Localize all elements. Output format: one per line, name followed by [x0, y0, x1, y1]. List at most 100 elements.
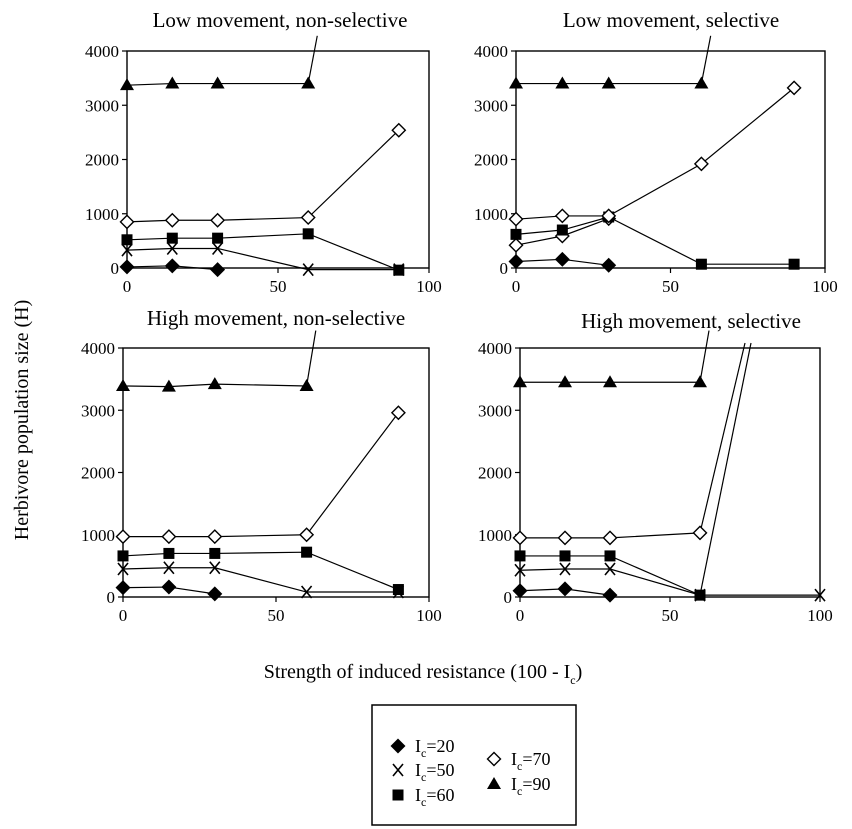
y-tick-label: 3000 — [81, 401, 115, 420]
legend-marker — [390, 738, 406, 754]
series-line-offscale — [306, 330, 317, 387]
data-point — [115, 580, 131, 596]
data-point — [207, 377, 222, 390]
y-tick-label: 4000 — [81, 339, 115, 358]
data-point — [558, 375, 572, 388]
data-point — [693, 375, 707, 388]
legend-item-ic70: Ic=70 — [486, 749, 550, 773]
x-tick-label: 100 — [416, 606, 442, 625]
legend-label-value: =70 — [522, 749, 550, 769]
data-point — [814, 588, 826, 602]
legend-label-value: =60 — [426, 785, 454, 805]
y-tick-label: 0 — [107, 588, 116, 607]
data-point — [165, 76, 180, 89]
x-tick-label: 50 — [662, 606, 679, 625]
data-point — [164, 258, 180, 274]
y-tick-label: 0 — [504, 588, 513, 607]
panels: Low movement, non-selective0100020003000… — [81, 8, 838, 625]
data-point — [692, 525, 708, 541]
legend-label-sub: c — [421, 795, 426, 809]
data-point — [601, 208, 617, 224]
x-axis-label-end: ) — [576, 661, 583, 683]
x-axis-label-sub: c — [570, 673, 575, 687]
series-ic50 — [117, 561, 405, 599]
legend-box — [371, 704, 577, 826]
series-line-offscale — [699, 342, 746, 534]
data-point — [210, 262, 226, 278]
data-point — [209, 561, 221, 575]
data-point — [786, 80, 802, 96]
x-tick-label: 50 — [662, 277, 679, 296]
data-point — [302, 228, 314, 240]
x-tick-label: 50 — [270, 277, 287, 296]
data-point — [508, 211, 524, 227]
data-point — [299, 527, 315, 543]
series-ic90 — [116, 330, 317, 392]
series-ic70 — [512, 342, 746, 546]
series-line-offscale — [307, 35, 318, 84]
panel-title: High movement, selective — [581, 309, 801, 333]
data-point — [601, 257, 617, 273]
data-point — [512, 583, 528, 599]
data-point — [117, 562, 129, 576]
series-ic60 — [117, 546, 404, 596]
data-point — [119, 214, 135, 230]
data-point — [694, 76, 709, 89]
data-point — [210, 76, 225, 89]
x-axis-label: Strength of induced resistance (100 - Ic… — [264, 661, 583, 687]
data-point — [212, 232, 224, 244]
data-point — [116, 378, 130, 391]
data-point — [300, 585, 313, 599]
y-tick-label: 2000 — [474, 151, 508, 170]
legend-item-ic90: Ic=90 — [487, 774, 550, 798]
data-point — [211, 241, 224, 255]
series-line — [126, 129, 400, 223]
series-line — [122, 383, 307, 388]
legend-label: Ic=20 — [415, 736, 454, 760]
data-point — [115, 529, 131, 545]
legend-marker — [392, 763, 404, 777]
x-axis-label-main: Strength of induced resistance (100 - I — [264, 661, 571, 683]
series-ic60 — [121, 228, 405, 276]
data-point — [301, 76, 316, 89]
legend-item-ic50: Ic=50 — [392, 760, 454, 784]
series-ic20 — [119, 258, 226, 278]
panel-2: Low movement, selective01000200030004000… — [474, 8, 838, 296]
y-tick-label: 4000 — [478, 339, 512, 358]
y-tick-label: 2000 — [85, 151, 119, 170]
series-ic20 — [512, 581, 618, 603]
legend-label-base: I — [511, 774, 517, 794]
data-point — [207, 586, 223, 602]
data-point — [556, 224, 568, 236]
y-tick-label: 3000 — [474, 96, 508, 115]
series-line — [126, 82, 309, 86]
legend-marker — [487, 777, 501, 789]
legend-label: Ic=90 — [511, 774, 550, 798]
legend-label-base: I — [415, 760, 421, 780]
x-tick-label: 0 — [512, 277, 521, 296]
y-axis-label: Herbivore population size (H) — [11, 300, 33, 540]
data-point — [161, 529, 177, 545]
y-tick-label: 1000 — [81, 526, 115, 545]
series-line-offscale — [699, 330, 710, 383]
data-point — [392, 584, 404, 596]
data-point — [554, 251, 570, 267]
legend-label-value: =50 — [426, 760, 454, 780]
data-point — [557, 581, 573, 597]
data-point — [514, 563, 526, 577]
series-line-offscale — [700, 35, 712, 84]
legend-item-ic20: Ic=20 — [390, 736, 454, 760]
series-ic20 — [508, 251, 617, 273]
legend-label-value: =20 — [426, 736, 454, 756]
data-point — [166, 241, 178, 255]
legend-label-value: =90 — [522, 774, 550, 794]
y-tick-label: 4000 — [474, 42, 508, 61]
data-point — [161, 379, 176, 392]
y-tick-label: 0 — [500, 259, 509, 278]
data-point — [393, 264, 405, 276]
y-tick-label: 0 — [111, 259, 120, 278]
series-line — [515, 87, 795, 220]
